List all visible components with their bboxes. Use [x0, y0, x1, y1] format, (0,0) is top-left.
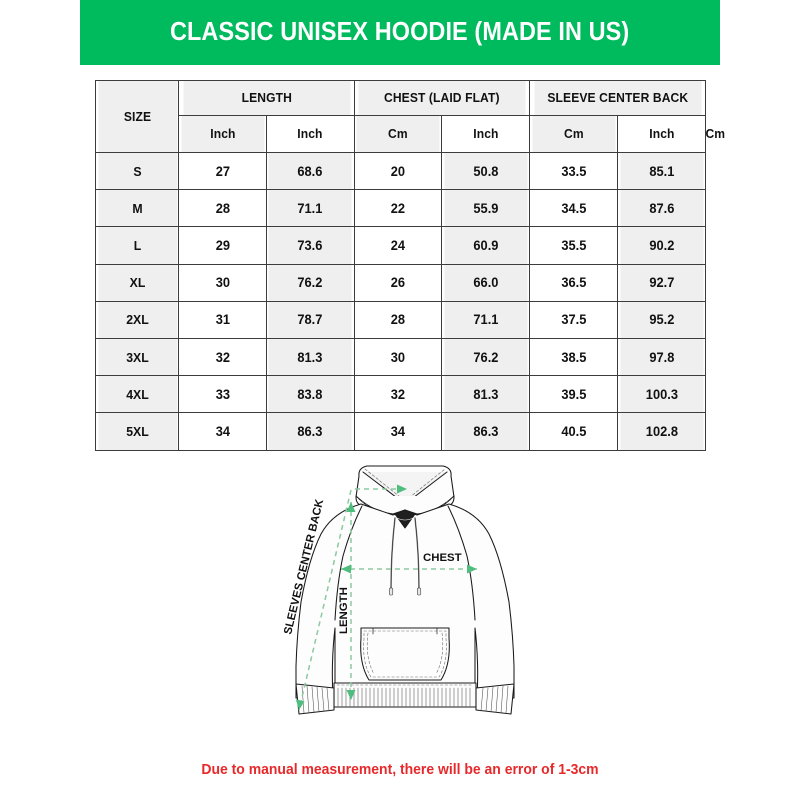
cell-length-cm: 78.7: [267, 300, 353, 339]
cell-sleeve-cm: 92.7: [618, 263, 705, 302]
cell-chest-cm: 55.9: [443, 189, 529, 228]
cell-chest-cm: 81.3: [443, 375, 529, 414]
cell-length-inch: 29: [179, 226, 266, 265]
cell-chest-cm: 50.8: [443, 151, 529, 191]
unit-header-label: Inch: [179, 115, 266, 153]
cell-sleeve-inch: 36.5: [530, 263, 617, 302]
column-header-sleeve: SLEEVE CENTER BACK: [532, 80, 703, 116]
cell-length-inch: 27: [179, 151, 266, 191]
table-header: SIZE LENGTH CHEST (LAID FLAT) SLEEVE CEN…: [96, 80, 725, 153]
table-body: S 27 68.6 20 50.8 33.5 85.1 M 28 71.1 22 55.9 34.5 87…: [96, 151, 706, 451]
cell-size: 2XL: [96, 300, 178, 339]
cell-size: S: [96, 151, 178, 191]
table-row: 4XL 33 83.8 32 81.3 39.5 100.3: [96, 375, 706, 414]
guide-arrowheads: [295, 484, 477, 710]
table-row: 5XL 34 86.3 34 86.3 40.5 102.8: [96, 412, 706, 451]
cell-sleeve-cm: 90.2: [618, 226, 705, 265]
cell-length-inch: 30: [179, 263, 266, 302]
unit-header-row: Inch Inch Cm Inch Cm Inch Cm: [96, 115, 725, 153]
page-title: CLASSIC UNISEX HOODIE (MADE IN US): [170, 18, 630, 46]
cell-length-cm: 81.3: [267, 337, 353, 377]
cell-sleeve-inch: 37.5: [530, 300, 617, 339]
cell-sleeve-inch: 35.5: [530, 226, 617, 265]
cell-chest-cm: 60.9: [443, 226, 529, 265]
table-row: L 29 73.6 24 60.9 35.5 90.2: [96, 226, 706, 265]
length-label: LENGTH: [338, 587, 350, 634]
group-header-row: SIZE LENGTH CHEST (LAID FLAT) SLEEVE CEN…: [96, 80, 706, 153]
unit-header-length-inch: Inch: [267, 115, 353, 153]
column-header-size: SIZE: [96, 80, 178, 153]
table-row: S 27 68.6 20 50.8 33.5 85.1: [96, 151, 706, 191]
cell-sleeve-cm: 85.1: [618, 151, 705, 191]
unit-header-chest-inch: Inch: [443, 115, 529, 153]
cell-length-cm: 71.1: [267, 189, 353, 228]
cell-sleeve-cm: 100.3: [618, 375, 705, 414]
cell-sleeve-cm: 95.2: [618, 300, 705, 339]
cell-sleeve-inch: 40.5: [530, 412, 617, 451]
cell-sleeve-cm: 87.6: [618, 189, 705, 228]
cell-chest-inch: 32: [355, 375, 441, 414]
cell-chest-cm: 86.3: [443, 412, 529, 451]
cell-size: L: [96, 226, 178, 265]
table-row: XL 30 76.2 26 66.0 36.5 92.7: [96, 263, 706, 302]
cell-chest-inch: 24: [355, 226, 441, 265]
table-row: 2XL 31 78.7 28 71.1 37.5 95.2: [96, 300, 706, 339]
cell-chest-inch: 34: [355, 412, 441, 451]
hoodie-measurement-diagram: CHEST LENGTH SLEEVES CENTER BACK: [255, 452, 555, 752]
unit-header-sleeve-inch: Inch: [618, 115, 705, 153]
cell-length-inch: 28: [179, 189, 266, 228]
cell-chest-cm: 76.2: [443, 337, 529, 377]
table-row: M 28 71.1 22 55.9 34.5 87.6: [96, 189, 706, 228]
cell-length-cm: 68.6: [267, 151, 353, 191]
cell-chest-inch: 22: [355, 189, 441, 228]
cell-sleeve-cm: 102.8: [618, 412, 705, 451]
table-row: 3XL 32 81.3 30 76.2 38.5 97.8: [96, 337, 706, 377]
cell-length-inch: 32: [179, 337, 266, 377]
cell-size: XL: [96, 263, 178, 302]
unit-header-chest-cm: Cm: [530, 115, 617, 153]
measurement-disclaimer: Due to manual measurement, there will be…: [201, 762, 599, 778]
cell-size: 4XL: [96, 375, 178, 414]
cell-chest-inch: 30: [355, 337, 441, 377]
size-chart-table: SIZE LENGTH CHEST (LAID FLAT) SLEEVE CEN…: [95, 80, 725, 451]
cell-sleeve-inch: 38.5: [530, 337, 617, 377]
cell-length-inch: 33: [179, 375, 266, 414]
header-banner: CLASSIC UNISEX HOODIE (MADE IN US): [80, 0, 720, 65]
unit-header-length-cm: Cm: [355, 115, 441, 153]
column-header-length: LENGTH: [181, 80, 352, 116]
cell-size: 3XL: [96, 337, 178, 377]
cell-length-inch: 34: [179, 412, 266, 451]
cell-chest-inch: 20: [355, 151, 441, 191]
cell-length-cm: 73.6: [267, 226, 353, 265]
cell-size: M: [96, 189, 178, 228]
cell-sleeve-inch: 39.5: [530, 375, 617, 414]
sleeve-guide-line: [298, 489, 352, 711]
cell-sleeve-inch: 33.5: [530, 151, 617, 191]
cell-size: 5XL: [96, 412, 178, 451]
cell-chest-cm: 71.1: [443, 300, 529, 339]
cell-sleeve-cm: 97.8: [618, 337, 705, 377]
cell-length-cm: 86.3: [267, 412, 353, 451]
cell-chest-inch: 26: [355, 263, 441, 302]
cell-sleeve-inch: 34.5: [530, 189, 617, 228]
cell-length-cm: 76.2: [267, 263, 353, 302]
cell-length-cm: 83.8: [267, 375, 353, 414]
cell-chest-inch: 28: [355, 300, 441, 339]
column-header-chest: CHEST (LAID FLAT): [357, 80, 527, 116]
chest-label: CHEST: [423, 552, 462, 564]
cell-length-inch: 31: [179, 300, 266, 339]
cell-chest-cm: 66.0: [443, 263, 529, 302]
